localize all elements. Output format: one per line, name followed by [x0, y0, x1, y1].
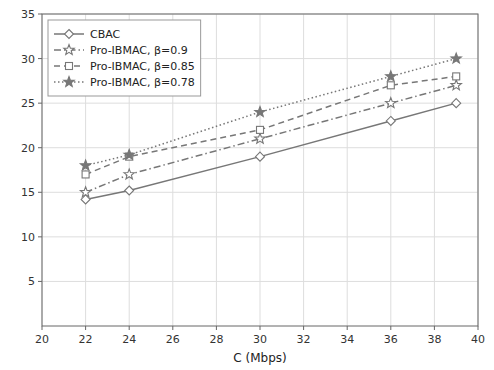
x-tick [172, 326, 173, 330]
y-grid-line [42, 103, 478, 104]
y-tick-label: 15 [21, 186, 35, 199]
x-tick-label: 26 [166, 333, 180, 346]
x-grid-line [303, 14, 304, 326]
point [124, 169, 134, 179]
point [255, 107, 265, 117]
point [453, 73, 460, 80]
y-tick [38, 236, 42, 237]
legend-label: Pro-IBMAC, β=0.85 [90, 60, 195, 73]
plot-frame [42, 14, 478, 326]
chart: 20 22 24 26 28 30 32 34 36 38 40 5 10 15 20 25 30 35 C (Mb… [0, 0, 494, 370]
y-tick-label: 5 [28, 275, 35, 288]
point [387, 82, 394, 89]
x-tick [260, 326, 261, 330]
point [452, 99, 461, 108]
x-tick-label: 30 [253, 333, 267, 346]
legend-frame [48, 20, 201, 96]
plot-area [80, 53, 461, 204]
series-line [86, 85, 457, 192]
x-tick-label: 28 [209, 333, 223, 346]
x-tick-label: 36 [384, 333, 398, 346]
point [451, 53, 461, 63]
point [124, 149, 134, 159]
x-tick-label: 32 [297, 333, 311, 346]
y-tick-label: 20 [21, 142, 35, 155]
y-tick [38, 103, 42, 104]
x-tick [303, 326, 304, 330]
point [386, 71, 396, 81]
y-grid-line [42, 147, 478, 148]
y-tick-label: 35 [21, 8, 35, 21]
point [386, 116, 395, 125]
legend-label: CBAC [90, 28, 121, 41]
background [0, 0, 494, 370]
legend-label: Pro-IBMAC, β=0.9 [90, 44, 188, 57]
x-tick-label: 40 [471, 333, 485, 346]
x-tick-label: 22 [79, 333, 93, 346]
x-grid-line [216, 14, 217, 326]
x-grid-line [260, 14, 261, 326]
x-tick-label: 20 [35, 333, 49, 346]
x-tick-label: 34 [340, 333, 354, 346]
point [255, 133, 265, 143]
x-tick [390, 326, 391, 330]
x-tick-label: 38 [427, 333, 441, 346]
y-grid-line [42, 236, 478, 237]
x-tick-label: 24 [122, 333, 136, 346]
point [80, 160, 90, 170]
x-tick [216, 326, 217, 330]
y-grid-line [42, 192, 478, 193]
x-tick [129, 326, 130, 330]
point [80, 187, 90, 197]
x-grid-line [390, 14, 391, 326]
point [82, 171, 89, 178]
point [257, 126, 264, 133]
x-tick [42, 326, 43, 330]
x-tick [85, 326, 86, 330]
point [256, 152, 265, 161]
y-tick-label: 30 [21, 53, 35, 66]
y-tick [38, 58, 42, 59]
legend-marker [65, 30, 74, 39]
x-tick [478, 326, 479, 330]
y-tick [38, 192, 42, 193]
point [125, 186, 134, 195]
point [451, 80, 461, 90]
x-tick [347, 326, 348, 330]
legend-label: Pro-IBMAC, β=0.78 [90, 76, 195, 89]
grid [42, 14, 478, 326]
legend-marker [66, 63, 73, 70]
y-tick [38, 14, 42, 15]
y-tick [38, 281, 42, 282]
y-tick-label: 25 [21, 97, 35, 110]
x-axis-label: C (Mbps) [233, 351, 286, 365]
x-tick [434, 326, 435, 330]
legend-marker [64, 45, 74, 55]
axes: 20 22 24 26 28 30 32 34 36 38 40 5 10 15 20 25 30 35 [21, 8, 485, 346]
legend: CBAC Pro-IBMAC, β=0.9 Pro-IBMAC, β=0.85 Pro… [48, 20, 201, 96]
legend-marker [64, 77, 74, 87]
point [386, 98, 396, 108]
x-grid-line [347, 14, 348, 326]
x-grid-line [434, 14, 435, 326]
y-tick [38, 147, 42, 148]
y-tick-label: 10 [21, 231, 35, 244]
y-grid-line [42, 281, 478, 282]
